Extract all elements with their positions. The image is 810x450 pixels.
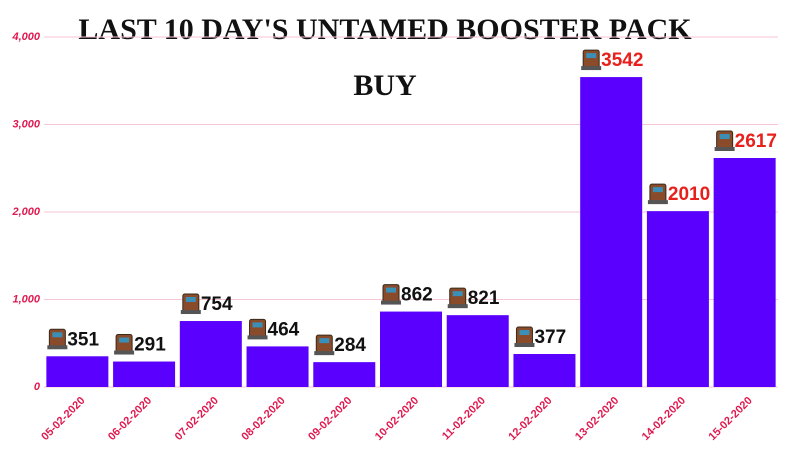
book-cover	[115, 334, 133, 354]
bar	[46, 356, 109, 387]
book-pages	[185, 297, 196, 303]
x-tick-label: 09-02-2020	[306, 395, 354, 443]
value-label: 821	[468, 288, 500, 309]
book-cover	[315, 334, 333, 354]
book-icon	[714, 130, 735, 152]
book-icon	[647, 183, 668, 205]
book-base	[514, 343, 535, 348]
y-tick-label: 0	[34, 381, 41, 393]
book-base	[647, 200, 668, 205]
book-cover	[716, 130, 734, 150]
bar	[646, 211, 709, 387]
chart-title: LAST 10 DAY'S UNTAMED BOOSTER PACK BUY	[78, 13, 692, 102]
value-label: 464	[268, 319, 300, 340]
book-cover	[649, 183, 667, 203]
x-tick-label: 05-02-2020	[39, 395, 87, 443]
y-tick-label: 1,000	[12, 293, 40, 305]
book-icon	[180, 293, 201, 315]
y-tick-label: 4,000	[11, 31, 40, 43]
book-icon	[514, 326, 535, 348]
value-label: 291	[134, 335, 166, 356]
bar	[580, 77, 643, 387]
book-cover	[449, 287, 467, 307]
book-base	[581, 66, 602, 71]
book-icon	[314, 334, 335, 356]
book-pages	[719, 134, 730, 140]
value-label: 862	[401, 285, 433, 306]
book-pages	[652, 187, 663, 193]
x-tick-label: 11-02-2020	[440, 395, 488, 443]
bar	[313, 362, 376, 387]
value-label: 2617	[735, 131, 777, 152]
x-tick-label: 15-02-2020	[707, 395, 755, 443]
book-base	[114, 350, 135, 355]
book-base	[314, 351, 335, 356]
book-cover	[582, 49, 600, 69]
bar	[713, 158, 776, 387]
x-tick-label: 10-02-2020	[373, 395, 421, 443]
book-cover	[182, 293, 200, 313]
book-pages	[252, 322, 263, 328]
book-pages	[52, 332, 63, 338]
x-tick-label: 12-02-2020	[506, 395, 554, 443]
value-label: 351	[67, 329, 99, 350]
bar	[179, 321, 242, 387]
book-icon	[47, 328, 68, 350]
bar	[446, 315, 509, 387]
bar	[380, 311, 442, 387]
book-cover	[48, 328, 66, 348]
x-tick-label: 06-02-2020	[106, 395, 154, 443]
book-pages	[119, 337, 130, 343]
book-cover	[249, 318, 267, 338]
book-base	[714, 147, 735, 152]
bar	[246, 346, 309, 387]
x-tick-label: 07-02-2020	[173, 395, 221, 443]
book-pages	[319, 338, 330, 344]
book-cover	[515, 326, 533, 346]
value-label: 2010	[668, 184, 710, 205]
value-label: 3542	[601, 50, 643, 71]
bar	[113, 361, 176, 387]
x-tick-label: 08-02-2020	[239, 395, 287, 443]
x-tick-label: 13-02-2020	[573, 395, 621, 443]
book-base	[447, 304, 468, 309]
book-icon	[247, 318, 268, 340]
book-base	[247, 335, 268, 340]
book-icon	[581, 49, 602, 71]
book-icon	[114, 334, 135, 355]
book-icon	[447, 287, 468, 309]
book-cover	[382, 284, 400, 304]
value-label: 754	[201, 294, 233, 315]
y-tick-label: 2,000	[11, 206, 40, 218]
book-pages	[452, 291, 463, 297]
x-tick-label: 14-02-2020	[640, 395, 688, 443]
value-label: 377	[534, 327, 566, 348]
book-base	[381, 300, 401, 305]
book-base	[47, 345, 68, 350]
book-icon	[381, 284, 401, 305]
book-pages	[386, 287, 396, 293]
value-label: 284	[334, 335, 366, 356]
book-base	[180, 310, 201, 315]
book-pages	[519, 330, 530, 336]
bar	[513, 354, 576, 387]
book-pages	[586, 53, 597, 59]
y-tick-label: 3,000	[12, 118, 40, 130]
